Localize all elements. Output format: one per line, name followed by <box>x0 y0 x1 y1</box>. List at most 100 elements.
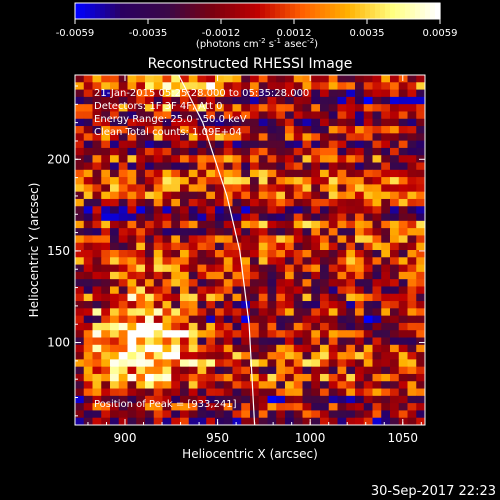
heatmap-cell <box>110 410 120 419</box>
heatmap-cell <box>145 359 155 368</box>
heatmap-cell <box>241 140 251 149</box>
heatmap-cell <box>346 359 356 368</box>
heatmap-cell <box>311 89 321 98</box>
heatmap-cell <box>118 184 128 193</box>
heatmap-cell <box>145 147 155 156</box>
heatmap-cell <box>416 315 425 324</box>
colorbar-cell <box>205 3 211 19</box>
heatmap-cell <box>328 403 338 411</box>
heatmap-cell <box>363 359 373 368</box>
heatmap-cell <box>407 206 417 214</box>
heatmap-cell <box>110 373 120 382</box>
heatmap-cell <box>75 373 85 382</box>
heatmap-cell <box>83 330 93 338</box>
heatmap-cell <box>267 75 277 83</box>
heatmap-cell <box>188 118 198 127</box>
heatmap-cell <box>381 75 391 83</box>
heatmap-cell <box>328 330 338 338</box>
heatmap-cell <box>390 322 400 331</box>
heatmap-cell <box>188 213 198 222</box>
heatmap-cell <box>92 366 102 375</box>
heatmap-cell <box>276 315 286 324</box>
heatmap-cell <box>293 322 303 331</box>
heatmap-cell <box>337 279 347 287</box>
heatmap-cell <box>232 198 242 207</box>
heatmap-cell <box>153 82 163 90</box>
heatmap-cell <box>75 381 85 389</box>
heatmap-cell <box>162 198 172 207</box>
heatmap-cell <box>355 198 365 207</box>
heatmap-cell <box>197 381 207 389</box>
heatmap-cell <box>381 388 391 397</box>
heatmap-cell <box>188 271 198 280</box>
heatmap-cell <box>250 235 260 244</box>
heatmap-cell <box>337 381 347 389</box>
heatmap-cell <box>101 271 111 280</box>
heatmap-cell <box>188 228 198 236</box>
heatmap-cell <box>215 75 225 83</box>
heatmap-cell <box>250 366 260 375</box>
heatmap-cell <box>372 220 382 229</box>
heatmap-cell <box>258 162 268 171</box>
heatmap-cell <box>302 366 312 375</box>
heatmap-cell <box>153 96 163 105</box>
heatmap-cell <box>83 140 93 149</box>
heatmap-cell <box>293 147 303 156</box>
heatmap-cell <box>153 111 163 120</box>
heatmap-cell <box>215 381 225 389</box>
heatmap-cell <box>118 228 128 236</box>
heatmap-cell <box>75 133 85 142</box>
heatmap-cell <box>127 308 137 317</box>
heatmap-cell <box>136 147 146 156</box>
heatmap-cell <box>337 250 347 258</box>
heatmap-cell <box>337 257 347 265</box>
heatmap-cell <box>285 133 295 142</box>
heatmap-cell <box>241 198 251 207</box>
heatmap-cell <box>328 359 338 368</box>
heatmap-cell <box>188 410 198 419</box>
heatmap-cell <box>398 206 408 214</box>
heatmap-cell <box>206 337 216 346</box>
heatmap-cell <box>171 191 181 200</box>
heatmap-cell <box>188 75 198 83</box>
heatmap-cell <box>250 308 260 317</box>
heatmap-cell <box>206 330 216 338</box>
heatmap-cell <box>162 250 172 258</box>
heatmap-cell <box>311 162 321 171</box>
y-tick-label: 200 <box>47 152 70 166</box>
heatmap-cell <box>162 162 172 171</box>
heatmap-cell <box>372 279 382 287</box>
heatmap-cell <box>162 155 172 163</box>
heatmap-cell <box>416 337 425 346</box>
heatmap-cell <box>127 395 137 404</box>
heatmap-cell <box>328 228 338 236</box>
heatmap-cell <box>83 293 93 302</box>
heatmap-cell <box>136 169 146 178</box>
heatmap-cell <box>153 352 163 360</box>
heatmap-cell <box>75 315 85 324</box>
heatmap-cell <box>363 111 373 120</box>
heatmap-cell <box>162 359 172 368</box>
heatmap-cell <box>337 220 347 229</box>
heatmap-cell <box>215 301 225 309</box>
heatmap-cell <box>127 206 137 214</box>
heatmap-cell <box>110 388 120 397</box>
heatmap-cell <box>320 235 330 244</box>
heatmap-cell <box>302 213 312 222</box>
heatmap-cell <box>250 279 260 287</box>
heatmap-cell <box>285 403 295 411</box>
heatmap-cell <box>145 89 155 98</box>
heatmap-cell <box>197 111 207 120</box>
heatmap-cell <box>241 169 251 178</box>
heatmap-cell <box>101 373 111 382</box>
heatmap-cell <box>416 213 425 222</box>
heatmap-cell <box>398 403 408 411</box>
heatmap-cell <box>250 140 260 149</box>
heatmap-cell <box>267 140 277 149</box>
heatmap-cell <box>153 162 163 171</box>
heatmap-cell <box>197 344 207 353</box>
heatmap-cell <box>101 89 111 98</box>
heatmap-cell <box>188 184 198 193</box>
heatmap-cell <box>390 242 400 251</box>
heatmap-cell <box>355 147 365 156</box>
